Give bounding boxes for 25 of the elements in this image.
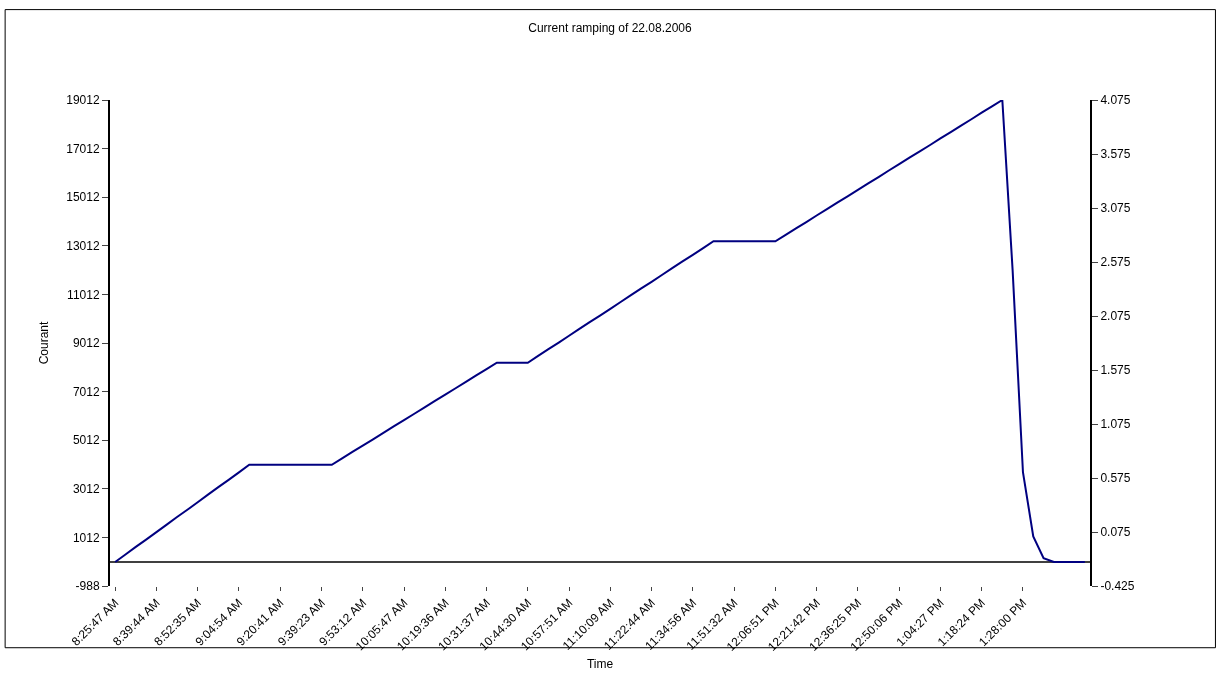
- y2-tick-label: -0.425: [1100, 579, 1135, 594]
- y-tick-label: 1012: [72, 530, 100, 545]
- x-axis-title: Time: [586, 656, 614, 671]
- y-tick-label: 9012: [72, 336, 100, 351]
- y2-tick-label: 4.075: [1100, 93, 1131, 108]
- line-series: [114, 100, 1086, 563]
- y-tick-label: 15012: [66, 190, 100, 205]
- y-tick-label: 11012: [67, 287, 100, 302]
- y2-tick-label: 0.075: [1100, 525, 1131, 540]
- y2-tick-label: 3.575: [1100, 147, 1131, 162]
- y2-tick-label: 1.575: [1100, 363, 1131, 378]
- chart-title: Current ramping of 22.08.2006: [528, 21, 693, 36]
- y-tick-label: 5012: [72, 433, 100, 448]
- y2-tick-label: 3.075: [1100, 201, 1131, 216]
- y-tick-label: 19012: [66, 93, 100, 108]
- y-tick-label: 17012: [66, 141, 100, 156]
- y2-tick-label: 1.075: [1100, 417, 1131, 432]
- y-tick-label: 13012: [66, 239, 100, 253]
- y-axis-title: Courant: [37, 320, 52, 365]
- y-tick-label: 3012: [72, 482, 100, 496]
- y2-tick-label: 0.575: [1100, 471, 1131, 486]
- y-tick-label: -988: [75, 579, 100, 594]
- y2-tick-label: 2.575: [1100, 255, 1131, 270]
- y-tick-label: 7012: [72, 384, 100, 399]
- y2-tick-label: 2.075: [1100, 309, 1131, 324]
